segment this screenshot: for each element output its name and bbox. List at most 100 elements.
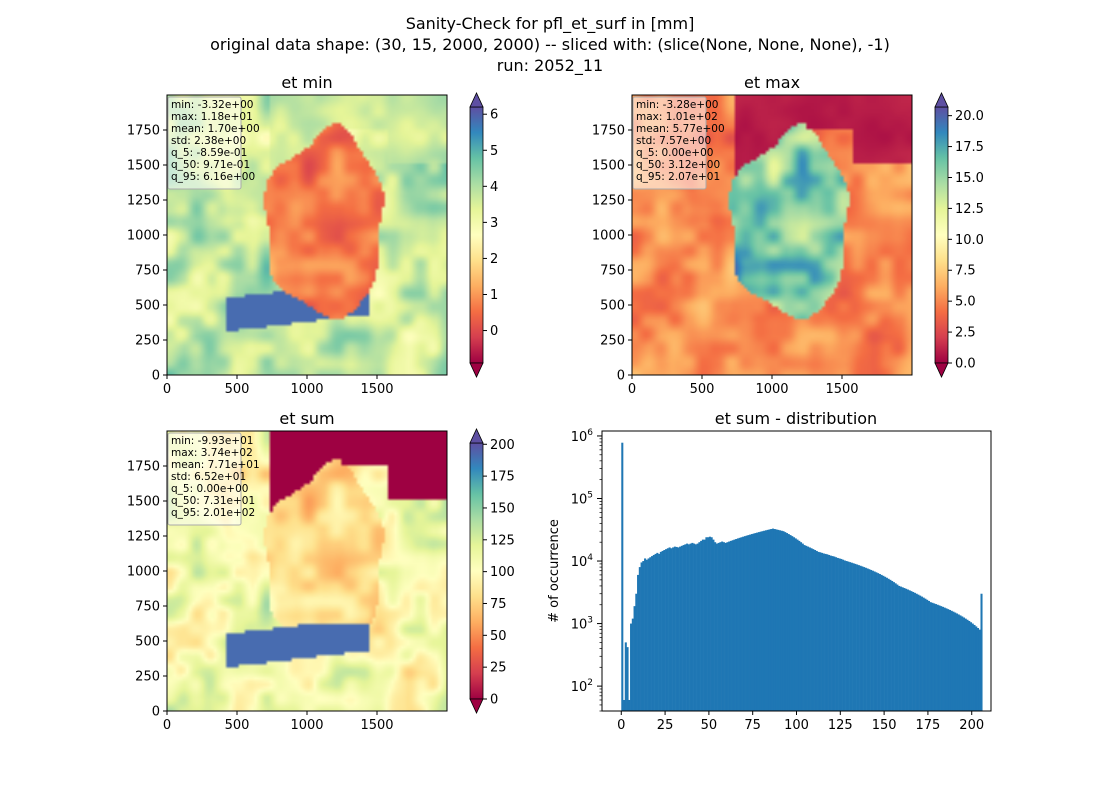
histogram-bar (794, 538, 797, 711)
histogram-bar (905, 588, 908, 711)
histogram-bar (700, 540, 703, 711)
histogram-bar (740, 537, 743, 711)
x-tick-label: 100 (784, 718, 809, 733)
histogram-bar (814, 550, 817, 711)
histogram-bar (845, 561, 848, 711)
histogram-bar (736, 538, 739, 711)
histogram-bar (735, 539, 738, 711)
histogram-bar (696, 543, 699, 711)
histogram-bar (943, 607, 946, 711)
histogram-bar (962, 617, 966, 711)
y-tick-label: 750 (600, 264, 625, 279)
map-panel-et-max: et max 0 500 1000 1500 0 250 500 750 1000 1250 150… (592, 73, 984, 397)
colorbar-tick-label: 20.0 (955, 109, 984, 124)
map-panel-et-min: et min 0 500 1000 1500025050075010001250150… (127, 73, 498, 397)
histogram-bar (824, 553, 827, 711)
histogram-bar (805, 545, 808, 711)
y-tick-label: 1750 (592, 124, 625, 139)
histogram-bar (684, 544, 687, 711)
y-tick-label: 1000 (592, 229, 625, 244)
histogram-bar (821, 552, 824, 711)
colorbar (469, 442, 484, 700)
x-tick-label: 0 (163, 718, 171, 733)
histogram-bar (826, 554, 829, 711)
histogram-bar (645, 559, 648, 711)
histogram-bar (887, 578, 890, 711)
colorbar-extend-max (469, 92, 484, 108)
histogram-bar (889, 579, 892, 711)
histogram-bar (929, 602, 932, 711)
histogram-bar (910, 591, 913, 711)
y-tick-label: 102 (571, 678, 593, 695)
histogram-bar (898, 585, 901, 711)
histogram-bar (756, 532, 759, 711)
histogram-bar (884, 576, 887, 711)
histogram-bar (955, 613, 959, 711)
x-tick-label: 150 (872, 718, 897, 733)
x-tick-label: 75 (744, 718, 761, 733)
histogram-bar (880, 574, 883, 711)
histogram-bar (728, 541, 731, 711)
histogram-bar (665, 549, 668, 711)
histogram-bar (815, 550, 818, 711)
stats-line: std: 7.57e+00 (636, 135, 711, 147)
histogram-bar (673, 546, 676, 711)
histogram-bar (682, 545, 685, 711)
y-tick-label: 0 (152, 705, 160, 720)
panel-title: et max (744, 73, 800, 92)
stats-line: min: -3.28e+00 (636, 99, 718, 111)
colorbar-tick-label: 75 (490, 597, 507, 612)
histogram-bar (668, 547, 671, 711)
histogram-bar (635, 593, 638, 711)
histogram-bar (828, 554, 831, 711)
histogram-bar (724, 542, 727, 711)
histogram-bar (773, 529, 776, 711)
y-tick-label: 250 (135, 670, 160, 685)
histogram-bar (968, 620, 971, 711)
histogram-bar (633, 606, 636, 711)
histogram-bar (891, 580, 894, 711)
stats-line: min: -3.32e+00 (171, 99, 253, 111)
histogram-bar (961, 616, 964, 711)
stats-line: mean: 1.70e+00 (171, 123, 260, 135)
histogram-bar (822, 553, 825, 711)
colorbar-extend-max (934, 92, 949, 108)
y-tick-label: 750 (135, 264, 160, 279)
histogram-bar (833, 556, 836, 711)
histogram-bar (807, 546, 810, 711)
colorbar (934, 106, 949, 364)
histogram-bar (829, 555, 832, 711)
histogram-bar (817, 551, 820, 711)
histogram-bar (780, 530, 783, 711)
histogram-bar (808, 547, 811, 711)
map-panel-et-sum: et sum 0 500 1000 1500025050075010001250150… (127, 409, 515, 733)
y-tick-label: 250 (600, 334, 625, 349)
histogram-bar (631, 618, 634, 711)
x-tick-label: 0 (617, 718, 625, 733)
y-tick-label: 105 (571, 490, 593, 507)
stats-line: std: 2.38e+00 (171, 135, 246, 147)
histogram-bar (701, 539, 704, 711)
colorbar-tick-label: 150 (490, 501, 515, 516)
histogram-bar (964, 618, 967, 711)
colorbar-tick-label: 50 (490, 629, 507, 644)
y-tick-label: 1500 (127, 159, 160, 174)
panel-title: et min (281, 73, 332, 92)
colorbar-tick-label: 7.5 (955, 264, 976, 279)
x-tick-label: 1000 (290, 718, 323, 733)
y-tick-label: 0 (152, 369, 160, 384)
histogram-bar (847, 561, 850, 711)
histogram-bar (752, 533, 755, 711)
stats-line: q_50: 3.12e+00 (636, 159, 720, 171)
histogram-bar (714, 542, 717, 711)
histogram-bar (924, 598, 927, 711)
histogram-bar (933, 603, 936, 711)
histogram-bar (873, 571, 876, 711)
colorbar-tick-label: 0 (490, 324, 498, 339)
histogram-bar (717, 542, 720, 711)
colorbar-tick-label: 15.0 (955, 171, 984, 186)
histogram-bar (710, 537, 713, 711)
histogram-bar (742, 536, 745, 711)
histogram-bar (787, 534, 790, 711)
histogram-bar (743, 536, 746, 711)
